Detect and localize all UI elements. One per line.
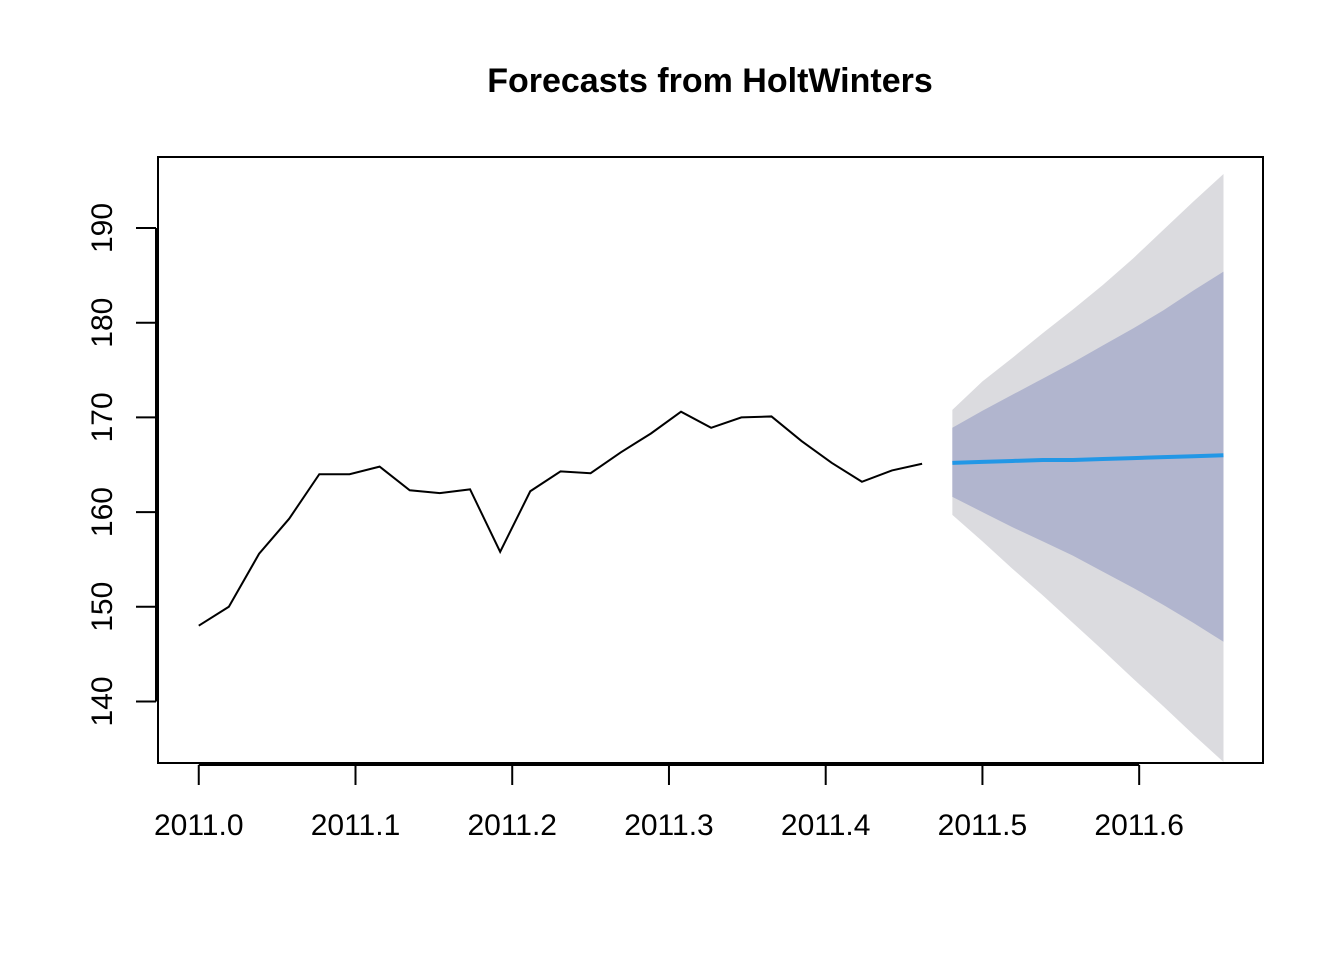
plot-frame <box>157 156 1264 764</box>
y-axis: 140 150 160 170 180 190 <box>86 203 157 726</box>
observed-line <box>198 410 923 627</box>
x-tick-label: 2011.0 <box>154 809 244 842</box>
forecast-mean-line <box>952 453 1224 465</box>
chart-title: Forecasts from HoltWinters <box>487 62 933 100</box>
y-tick-label: 170 <box>86 392 119 442</box>
y-tick-label: 150 <box>86 582 119 632</box>
x-axis: 2011.0 2011.1 2011.2 2011.3 2011.4 2011.5 2011… <box>154 764 1184 842</box>
x-tick-label: 2011.4 <box>781 809 871 842</box>
x-tick-label: 2011.6 <box>1094 809 1184 842</box>
observed-series-layer <box>198 410 923 627</box>
y-tick-label: 160 <box>86 487 119 537</box>
y-tick-label: 190 <box>86 203 119 253</box>
y-tick-label: 180 <box>86 298 119 348</box>
band-80-layer <box>952 271 1224 642</box>
x-tick-label: 2011.1 <box>311 809 401 842</box>
x-tick-label: 2011.5 <box>938 809 1028 842</box>
prediction-band-80 <box>952 271 1224 642</box>
x-tick-label: 2011.2 <box>467 809 557 842</box>
forecast-series-layer <box>952 453 1224 465</box>
y-tick-label: 140 <box>86 676 119 726</box>
x-tick-label: 2011.3 <box>624 809 714 842</box>
